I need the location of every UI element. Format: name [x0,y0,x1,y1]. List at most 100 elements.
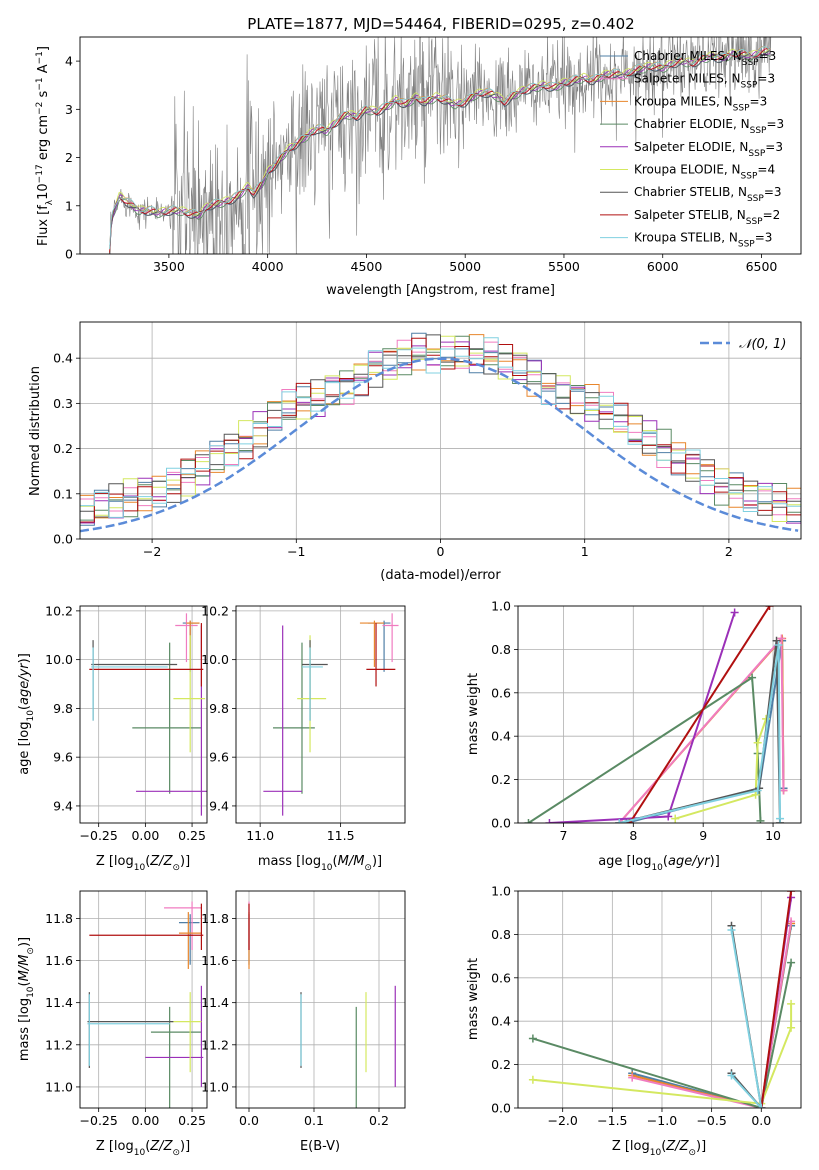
panel-age_vs_Z: −0.25 0.00 0.25 9.4 9.6 9.8 10.0 10.2 Z [log10(Z… [17,603,208,873]
y-tick-label: 11.2 [201,1037,229,1052]
x-tick-label: −0.25 [80,828,118,843]
x-tick-label: 4500 [351,259,383,274]
panel-mass_vs_ebv: 0.0 0.1 0.2 11.0 11.2 11.4 11.6 11.8 E(B-V) [201,890,406,1154]
x-tick-label: −0.25 [80,1113,118,1128]
histogram-chabrier-elodie [80,335,801,522]
x-tick-label: 0.1 [304,1113,324,1128]
weight-marker [779,786,788,795]
legend-label-gaussian: 𝒩(0, 1) [739,337,786,352]
errorbar-chabrier-miles [367,620,391,672]
y-tick-label: 0.2 [491,772,511,787]
plot-area [109,37,772,254]
y-tick-label: 11.4 [201,995,229,1010]
x-axis-label: Z [log10(Z/Z⊙)] [96,1139,190,1158]
errorbar-kroupa-elodie [173,635,206,753]
legend: 𝒩(0, 1) [700,337,786,352]
weight-marker [524,819,533,823]
weight-line [619,644,781,823]
plot-area [80,332,801,534]
y-tick-label: 11.0 [201,1079,229,1094]
errorbar-salpeter-miles [164,901,202,950]
x-tick-label: 6000 [647,259,679,274]
axes-frame: −2.0 −1.5 −1.0 −0.5 0.0 0.0 0.2 0.4 0.6 0.8 1.0 [491,884,802,1128]
y-tick-label: 0.0 [53,532,73,547]
legend-label-chabrier-miles: Chabrier MILES, NSSP=3 [634,49,776,68]
y-tick-label: 11.4 [45,995,73,1010]
y-tick-label: 11.6 [45,953,73,968]
x-axis-label: Z [log10(Z/Z⊙)] [96,854,190,873]
y-tick-label: 9.8 [209,701,229,716]
plot-area [263,613,399,816]
plot-area [87,901,204,1108]
axes-frame: −2 −1 0 1 2 0.0 0.1 0.2 0.3 0.4 [53,321,802,559]
x-tick-label: 11.5 [327,828,355,843]
y-tick-label: 11.8 [45,911,73,926]
y-axis-label: age [log10(age/yr)] [17,653,36,775]
axes-border [517,890,802,1109]
x-tick-label: 0.0 [751,1113,771,1128]
weight-marker [757,1104,766,1108]
x-axis-label: (data-model)/error [380,568,501,583]
weight-line [532,1003,793,1105]
y-tick-label: 0.0 [491,816,511,831]
errorbar-chabrier-miles [178,914,200,965]
weight-marker [776,814,785,823]
x-tick-label: −2 [143,544,161,559]
x-axis-label: Z [log10(Z/Z⊙)] [612,1139,706,1158]
weight-marker [748,673,757,682]
weight-marker [545,819,554,823]
axes-frame: 11.0 11.5 9.4 9.6 9.8 10.0 10.2 [201,603,406,843]
axes-frame: −0.25 0.00 0.25 11.0 11.2 11.4 11.6 11.8 [45,890,208,1128]
legend: Chabrier MILES, NSSP=3 Salpeter MILES, NS… [600,49,784,250]
weight-marker [528,1075,537,1084]
legend-label-kroupa-miles: Kroupa MILES, NSSP=3 [634,94,767,113]
errorbar-salpeter-elodie [136,625,207,816]
x-tick-label: −1.0 [647,1113,677,1128]
x-axis-label: age [log10(age/yr)] [598,854,720,873]
weight-marker [777,634,786,643]
y-tick-label: 0.1 [53,486,73,501]
y-tick-label: 0.4 [491,1014,511,1029]
legend-label-salpeter-miles: Salpeter MILES, NSSP=3 [634,72,775,91]
weight-marker [664,812,673,821]
weight-series-chabrier-elodie [524,673,765,823]
panel-weight_vs_Z: −2.0 −1.5 −1.0 −0.5 0.0 0.0 0.2 0.4 0.6 0.8 1.0 Z [… [466,884,802,1158]
errorbar-chabrier-stelib [87,992,174,1068]
errorbar-salpeter-miles [382,613,399,663]
histogram-kroupa-elodie [80,335,801,534]
y-tick-label: 0.0 [491,1101,511,1116]
x-tick-label: 9 [699,828,707,843]
weight-marker [787,1023,796,1032]
x-tick-label: 3500 [153,259,185,274]
x-tick-label: −0.5 [696,1113,726,1128]
plot-area [89,613,207,816]
axes-frame: 3500 4000 4500 5000 5500 6000 6500 0 1 2 3 4 [65,36,802,274]
weight-marker [727,1071,736,1080]
y-tick-label: 11.2 [45,1037,73,1052]
errorbar-salpeter-stelib [89,623,204,687]
weight-marker [765,606,774,610]
y-axis-label: Normed distribution [28,366,43,496]
legend-label-kroupa-stelib: Kroupa STELIB, NSSP=3 [634,231,772,250]
errorbar-salpeter-stelib [366,623,396,687]
errorbar-salpeter-elodie [263,625,302,816]
errorbar-kroupa-miles [359,620,385,667]
plot-area [248,901,396,1108]
x-tick-label: 7 [559,828,567,843]
plot-area [528,891,796,1108]
weight-series-kroupa-stelib [727,926,766,1108]
y-tick-label: 1 [65,198,73,213]
x-tick-label: 4000 [252,259,284,274]
legend-label-kroupa-elodie: Kroupa ELODIE, NSSP=4 [634,163,775,182]
weight-line [631,921,793,1108]
y-tick-label: 9.4 [53,798,73,813]
plot-area [524,606,788,823]
histogram-kroupa-stelib [80,337,801,523]
y-axis-label: mass weight [466,673,481,755]
axes-border [517,605,802,824]
y-tick-label: 0.2 [491,1057,511,1072]
y-tick-label: 0.4 [491,729,511,744]
model-spectrum-kroupa-elodie [109,48,771,254]
model-spectrum-kroupa-stelib [109,46,771,250]
